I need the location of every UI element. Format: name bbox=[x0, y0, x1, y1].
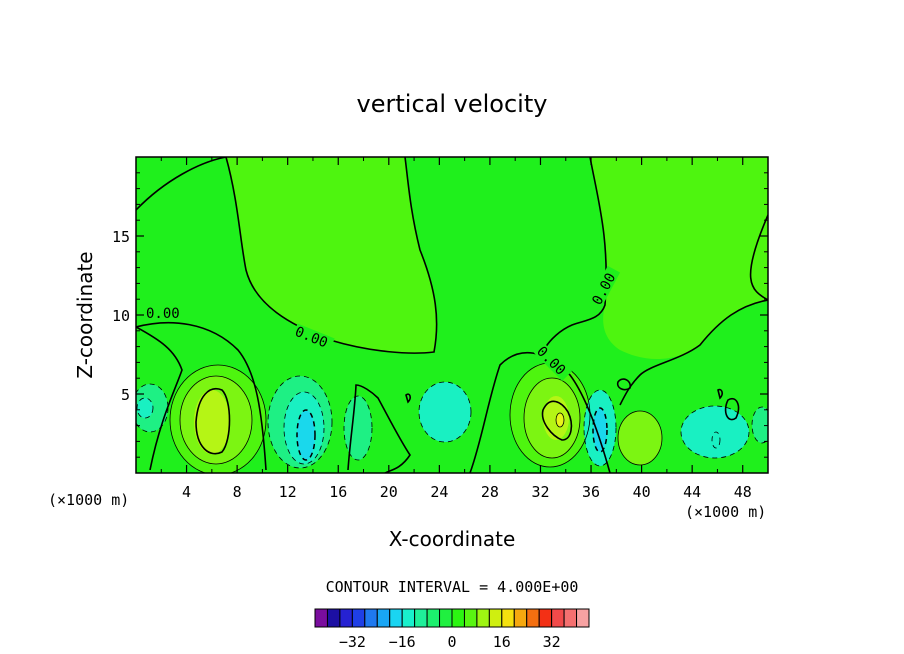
colorbar-swatch bbox=[351, 608, 366, 628]
y-tick-label: 15 bbox=[112, 228, 130, 246]
contour-lines bbox=[136, 157, 768, 473]
colorbar-swatch bbox=[488, 608, 503, 628]
colorbar-tick-label: −16 bbox=[389, 633, 416, 651]
colorbar-swatch bbox=[389, 608, 403, 628]
colorbar-swatch bbox=[364, 608, 378, 628]
colorbar-swatch bbox=[463, 608, 478, 628]
x-tick-label: 16 bbox=[329, 483, 347, 501]
updraft-left-core bbox=[194, 390, 230, 454]
downdraft-e-core bbox=[593, 408, 607, 452]
colorbar-ticks: −32 −16 0 16 32 bbox=[339, 633, 561, 651]
colorbar-swatch bbox=[339, 608, 353, 628]
colorbar-swatch bbox=[576, 608, 590, 628]
colorbar-swatch bbox=[563, 608, 578, 628]
x-tick-label: 40 bbox=[633, 483, 651, 501]
x-tick-label: 20 bbox=[380, 483, 398, 501]
colorbar-swatch bbox=[326, 608, 341, 628]
colorbar-swatch bbox=[401, 608, 416, 628]
x-tick-label: 24 bbox=[430, 483, 448, 501]
colorbar bbox=[314, 608, 590, 628]
x-tick-label: 28 bbox=[481, 483, 499, 501]
colorbar-tick-label: 32 bbox=[543, 633, 561, 651]
chart-title: vertical velocity bbox=[357, 90, 548, 118]
updraft-mid-peak bbox=[556, 413, 564, 427]
x-axis-ticks: 4 8 12 16 20 24 28 32 36 40 44 48 bbox=[160, 157, 752, 501]
upper-positive-region bbox=[136, 157, 437, 354]
contour-field bbox=[136, 157, 768, 473]
colorbar-swatch bbox=[451, 608, 465, 628]
y-tick-label: 10 bbox=[112, 307, 130, 325]
colorbar-tick-label: −32 bbox=[339, 633, 366, 651]
x-unit-left: (×1000 m) bbox=[48, 491, 129, 509]
colorbar-swatch bbox=[439, 608, 453, 628]
colorbar-swatch bbox=[501, 608, 515, 628]
colorbar-swatch bbox=[538, 608, 553, 628]
contour-label: 0.00 bbox=[146, 306, 180, 322]
x-unit-right: (×1000 m) bbox=[685, 503, 766, 521]
downdraft-g bbox=[752, 407, 768, 443]
x-tick-label: 48 bbox=[734, 483, 752, 501]
colorbar-swatch bbox=[551, 608, 565, 628]
x-tick-label: 36 bbox=[582, 483, 600, 501]
contour-interval: CONTOUR INTERVAL = 4.000E+00 bbox=[326, 578, 579, 596]
colorbar-tick-label: 16 bbox=[493, 633, 511, 651]
colorbar-swatch bbox=[376, 608, 391, 628]
colorbar-tick-label: 0 bbox=[447, 633, 456, 651]
y-axis-ticks: 5 10 15 bbox=[112, 172, 768, 458]
x-axis-label: X-coordinate bbox=[389, 527, 516, 551]
colorbar-swatch bbox=[314, 608, 328, 628]
colorbar-swatch bbox=[414, 608, 428, 628]
x-tick-label: 8 bbox=[233, 483, 242, 501]
x-tick-label: 4 bbox=[182, 483, 191, 501]
downdraft-b-core bbox=[297, 410, 315, 460]
updraft-right-outer bbox=[618, 411, 662, 465]
colorbar-swatch bbox=[526, 608, 540, 628]
downdraft-a-core bbox=[137, 398, 153, 418]
colorbar-swatch bbox=[513, 608, 528, 628]
x-tick-label: 32 bbox=[531, 483, 549, 501]
y-axis-label: Z-coordinate bbox=[73, 251, 97, 378]
x-tick-label: 12 bbox=[279, 483, 297, 501]
x-tick-label: 44 bbox=[683, 483, 701, 501]
colorbar-swatch bbox=[476, 608, 490, 628]
downdraft-d bbox=[419, 382, 471, 442]
dashed-contours bbox=[136, 375, 768, 469]
colorbar-swatch bbox=[426, 608, 441, 628]
y-tick-label: 5 bbox=[121, 386, 130, 404]
upper-right-positive-region bbox=[590, 157, 768, 360]
